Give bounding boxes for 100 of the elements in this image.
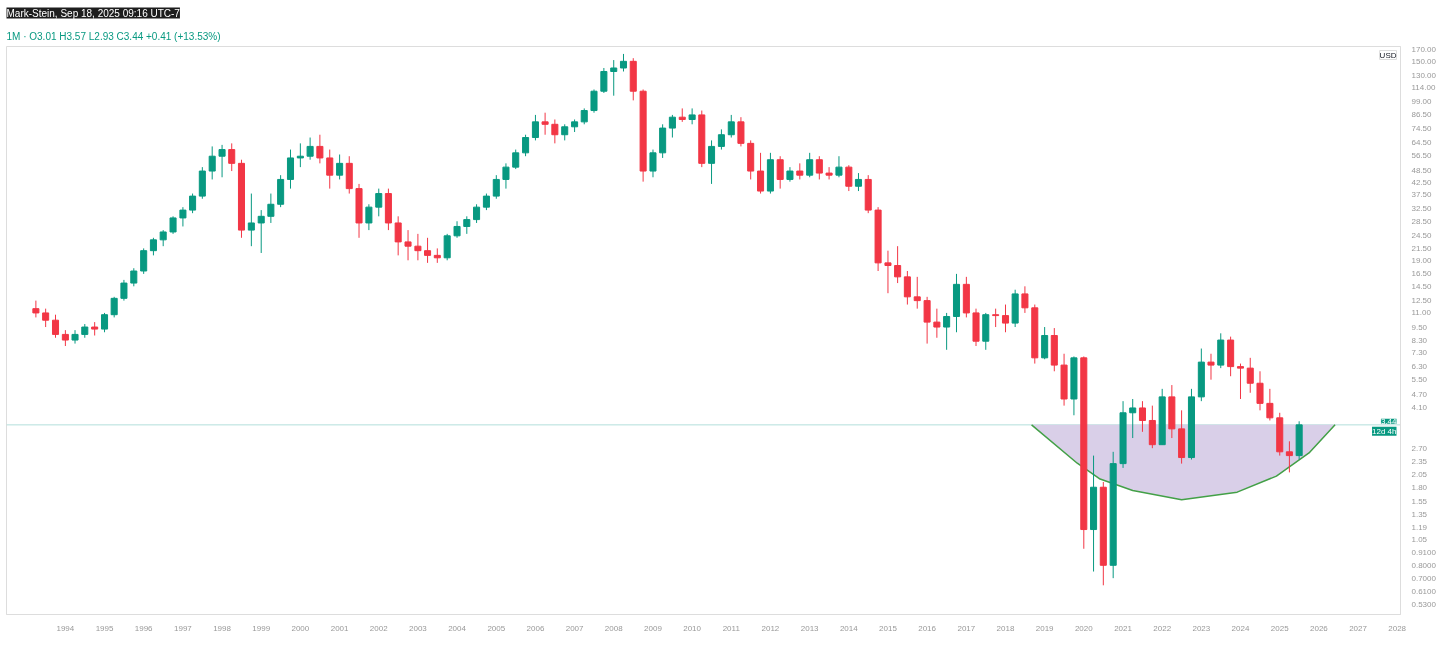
candlestick <box>1236 363 1245 400</box>
candlestick <box>365 203 373 231</box>
x-tick-label: 2012 <box>761 623 780 633</box>
x-tick-label: 2024 <box>1231 623 1250 633</box>
candlestick <box>208 145 216 180</box>
y-tick-label: 1.80 <box>1411 482 1428 492</box>
candlestick <box>473 203 481 224</box>
candlestick <box>101 312 109 333</box>
candlestick <box>590 88 598 114</box>
candlestick <box>42 308 50 328</box>
candlestick <box>228 142 236 172</box>
candlestick <box>757 152 765 195</box>
y-tick-label: 64.50 <box>1411 138 1433 148</box>
x-tick-label: 1998 <box>213 623 232 633</box>
x-tick-label: 2022 <box>1153 623 1172 633</box>
candlestick <box>884 250 892 294</box>
x-tick-label: 2016 <box>918 623 937 633</box>
candlestick <box>296 142 304 168</box>
x-tick-label: 1997 <box>174 623 193 633</box>
x-tick-label: 2003 <box>409 623 428 633</box>
candlestick <box>316 134 324 164</box>
y-tick-label: 7.30 <box>1411 347 1428 357</box>
candlestick <box>1021 285 1029 314</box>
x-tick-label: 2006 <box>526 623 545 633</box>
x-tick-label: 2004 <box>448 623 467 633</box>
candlestick <box>531 114 539 141</box>
x-tick-label: 2018 <box>996 623 1015 633</box>
y-tick-label: 1.35 <box>1411 510 1428 520</box>
y-tick-label: 16.50 <box>1411 269 1433 279</box>
x-tick-label: 2000 <box>291 623 310 633</box>
candlestick <box>806 152 814 178</box>
y-tick-label: 11.00 <box>1411 308 1432 318</box>
candlestick <box>492 174 500 200</box>
y-tick-label: 4.70 <box>1411 390 1428 400</box>
y-tick-label: 2.35 <box>1411 457 1428 467</box>
y-tick-label: 32.50 <box>1411 204 1433 214</box>
candlestick <box>708 139 716 185</box>
y-axis-title: USD <box>1379 50 1397 60</box>
x-tick-label: 2007 <box>565 623 585 633</box>
x-tick-label: 1994 <box>56 623 75 633</box>
y-tick-label: 2.70 <box>1411 443 1428 453</box>
candlestick <box>414 233 422 261</box>
candlestick <box>71 329 79 345</box>
candlestick <box>1256 370 1264 411</box>
candlestick <box>649 149 657 178</box>
y-tick-label: 1.05 <box>1411 534 1428 544</box>
y-tick-label: 37.50 <box>1411 190 1433 200</box>
chart-subtitle: 1M · O3.01 H3.57 L2.93 C3.44 +0.41 (+13.53%) <box>6 30 221 42</box>
x-tick-label: 2009 <box>644 623 663 633</box>
x-tick-label: 2026 <box>1309 623 1329 633</box>
candlestick <box>551 119 559 144</box>
y-tick-label: 8.30 <box>1411 335 1428 345</box>
candlestick <box>668 114 676 139</box>
x-tick-label: 2015 <box>879 623 898 633</box>
candlestick <box>835 155 843 178</box>
candlestick <box>326 149 334 190</box>
candlestick <box>336 154 344 180</box>
y-tick-label: 42.50 <box>1411 178 1433 188</box>
candlestick <box>120 279 128 302</box>
y-tick-label: 99.00 <box>1411 96 1433 106</box>
candlestick <box>933 308 941 339</box>
candlestick <box>727 114 735 139</box>
candlestick <box>110 296 118 318</box>
candlestick <box>1041 326 1049 360</box>
y-tick-label: 0.8000 <box>1411 560 1437 570</box>
candlestick <box>522 134 530 157</box>
x-tick-label: 2001 <box>330 623 350 633</box>
x-tick-label: 2017 <box>957 623 976 633</box>
candlestick <box>130 267 138 287</box>
y-tick-label: 0.9100 <box>1411 548 1437 558</box>
y-tick-label: 1.55 <box>1411 497 1428 507</box>
candlestick <box>443 233 451 261</box>
y-tick-label: 21.50 <box>1411 243 1433 253</box>
candlestick <box>815 155 823 180</box>
y-tick-label: 2.05 <box>1411 470 1428 480</box>
y-tick-label: 1.19 <box>1411 522 1428 532</box>
candlestick <box>267 193 275 224</box>
candlestick <box>600 67 608 94</box>
y-tick-label: 114.00 <box>1411 83 1436 93</box>
y-tick-label: 19.00 <box>1411 255 1433 265</box>
x-tick-label: 2020 <box>1074 623 1094 633</box>
y-tick-label: 14.50 <box>1411 281 1433 291</box>
x-tick-label: 2010 <box>683 623 702 633</box>
x-tick-label: 1996 <box>134 623 154 633</box>
y-tick-label: 24.50 <box>1411 231 1433 241</box>
candlestick <box>179 206 187 227</box>
x-tick-label: 2005 <box>487 623 506 633</box>
candlestick <box>688 107 696 125</box>
x-tick-label: 2019 <box>1035 623 1055 633</box>
candlestick <box>306 137 314 161</box>
candlestick <box>776 155 784 190</box>
annotation: 12d 4h <box>1372 426 1397 436</box>
x-tick-label: 1999 <box>252 623 271 633</box>
x-tick-label: 2002 <box>369 623 389 633</box>
chart-title: Mark-Stein, Sep 18, 2025 09:16 UTC-7 <box>6 7 181 19</box>
y-tick-label: 6.30 <box>1411 362 1428 372</box>
candlestick <box>1001 304 1010 333</box>
candlestick <box>404 229 412 261</box>
candlestick <box>541 112 549 136</box>
y-tick-label: 170.00 <box>1411 44 1437 54</box>
